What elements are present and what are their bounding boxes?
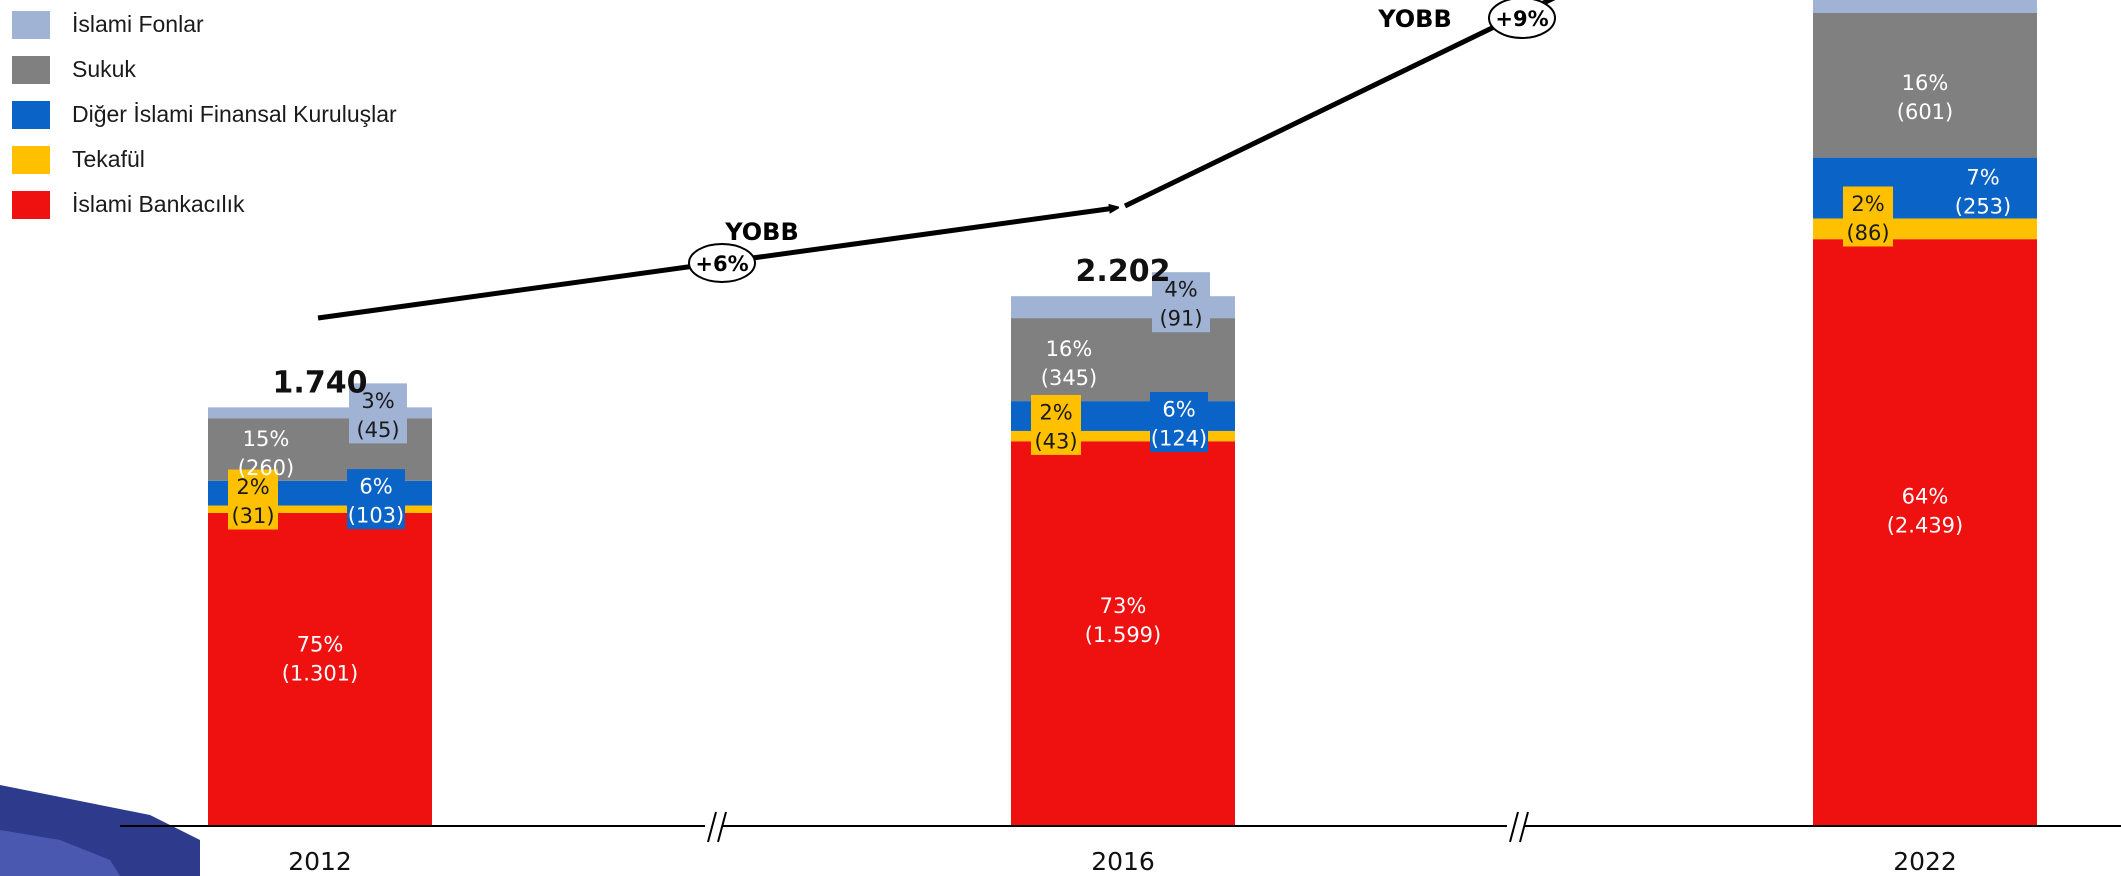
bar-segment	[208, 407, 432, 419]
bar-total-label: 1.740	[273, 365, 368, 400]
data-label-box	[347, 469, 405, 530]
x-tick-label: 2022	[1893, 847, 1957, 876]
data-label-box	[228, 469, 278, 530]
data-label-box	[1031, 394, 1081, 455]
data-label: 2% (86)	[1846, 192, 1889, 245]
data-label: 4% (91)	[1159, 278, 1202, 331]
bar-segment	[208, 512, 432, 826]
cagr-label: YOBB	[724, 218, 799, 246]
data-label: 2% (43)	[1034, 400, 1077, 453]
data-label: 3% (45)	[356, 389, 399, 442]
data-label-box	[1843, 186, 1893, 247]
bar-segment	[208, 505, 432, 513]
cagr-label: YOBB	[1377, 5, 1452, 33]
cagr-value: +9%	[1495, 7, 1548, 31]
axis-break	[1507, 811, 1529, 843]
x-tick-label: 2012	[288, 847, 352, 876]
data-label: 75% (1.301)	[282, 632, 359, 685]
legend-swatch	[12, 190, 50, 219]
data-label: 16% (345)	[1041, 337, 1097, 390]
cagr-value: +6%	[695, 252, 748, 276]
x-tick-label: 2016	[1091, 847, 1155, 876]
legend-item-sukuk: Sukuk	[12, 47, 397, 92]
data-label-box	[1150, 392, 1208, 453]
legend-label: İslami Bankacılık	[72, 191, 245, 217]
legend: İslami Fonlar Sukuk Diğer İslami Finansa…	[12, 2, 397, 227]
data-label: 2% (31)	[231, 475, 274, 528]
data-label-box	[349, 383, 407, 444]
data-label-box	[1152, 272, 1210, 333]
bar-segment	[1813, 239, 2037, 826]
data-label: 6% (124)	[1151, 398, 1207, 451]
legend-swatch	[12, 100, 50, 129]
legend-swatch	[12, 55, 50, 84]
cagr-ellipse	[1488, 0, 1556, 39]
legend-swatch	[12, 10, 50, 39]
data-label: 64% (2.439)	[1887, 485, 1964, 538]
data-label: 6% (103)	[348, 475, 404, 528]
corner-decoration	[0, 830, 120, 876]
growth-arrow	[1123, 0, 1556, 209]
bar-segment	[1813, 13, 2037, 158]
legend-swatch	[12, 145, 50, 174]
bar-total-label: 2.202	[1076, 254, 1171, 289]
bar-segment	[1813, 0, 2037, 14]
data-label: 16% (601)	[1897, 71, 1953, 124]
legend-label: Tekafül	[72, 146, 145, 172]
legend-label: Sukuk	[72, 56, 136, 82]
legend-label: Diğer İslami Finansal Kuruluşlar	[72, 101, 397, 127]
cagr-ellipse	[688, 243, 756, 283]
data-label: 15% (260)	[238, 427, 294, 480]
legend-label: İslami Fonlar	[72, 11, 204, 37]
legend-item-islami-fonlar: İslami Fonlar	[12, 2, 397, 47]
legend-item-islami-bankacilik: İslami Bankacılık	[12, 182, 397, 227]
bar-segment	[1011, 441, 1235, 826]
data-label: 73% (1.599)	[1085, 594, 1162, 647]
data-label: 7% (253)	[1955, 166, 2011, 219]
bar-segment	[1011, 430, 1235, 442]
legend-item-tekaful: Tekafül	[12, 137, 397, 182]
legend-item-diger: Diğer İslami Finansal Kuruluşlar	[12, 92, 397, 137]
axis-break	[705, 811, 727, 843]
